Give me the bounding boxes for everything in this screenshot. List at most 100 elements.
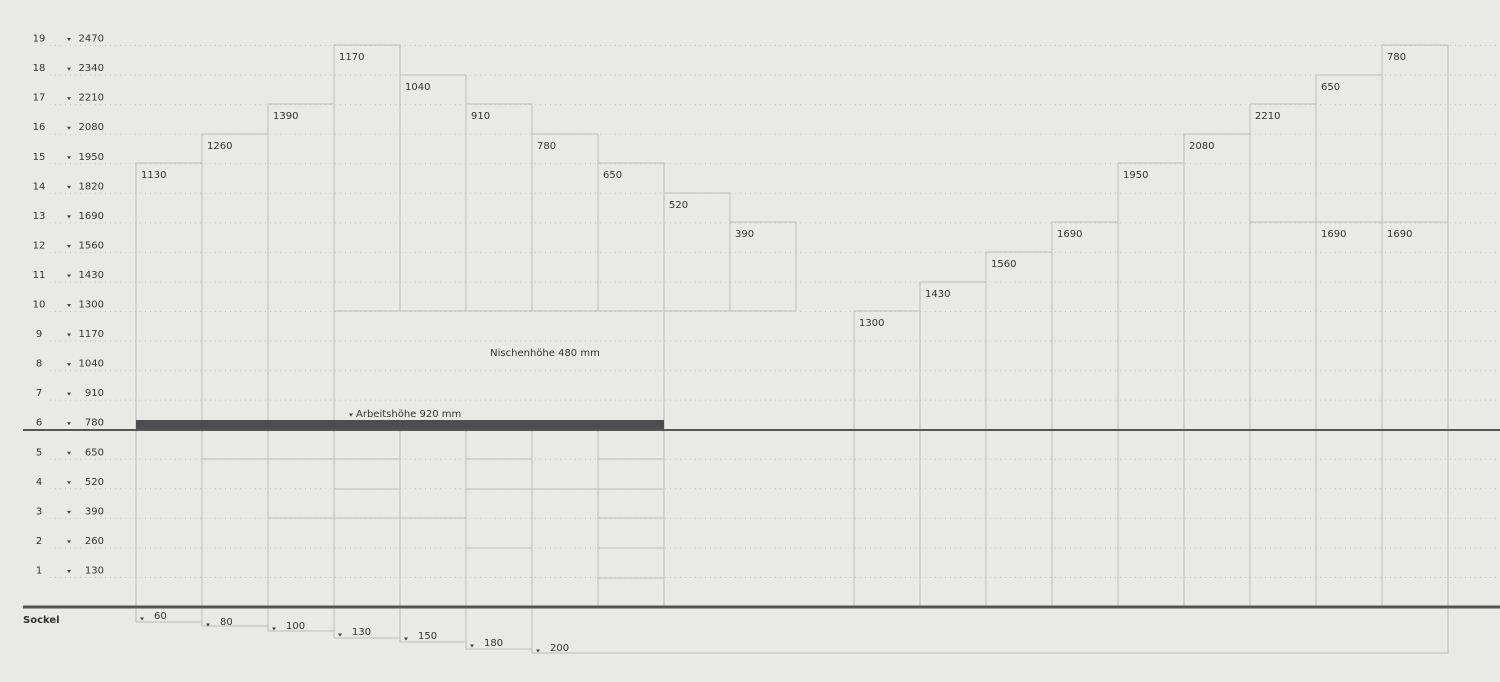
row-height: 780 bbox=[85, 418, 104, 429]
cabinet-height: 1390 bbox=[273, 111, 298, 122]
row-number: 15 bbox=[33, 152, 46, 163]
cabinet bbox=[729, 221, 797, 312]
marker bbox=[67, 333, 71, 337]
row-number: 16 bbox=[33, 122, 46, 133]
cabinet bbox=[399, 74, 467, 312]
worktop-label: Arbeitshöhe 920 mm bbox=[356, 409, 461, 420]
cabinet bbox=[1051, 221, 1119, 608]
sockel-height: 150 bbox=[418, 631, 437, 642]
cabinet-height: 1040 bbox=[405, 82, 430, 93]
marker bbox=[140, 617, 144, 621]
cabinet bbox=[1381, 44, 1449, 608]
marker bbox=[67, 540, 71, 544]
cabinet-height: 390 bbox=[735, 229, 754, 240]
cabinet-height: 780 bbox=[537, 141, 556, 152]
cabinet bbox=[597, 162, 665, 312]
cabinet bbox=[465, 429, 533, 650]
marker bbox=[67, 126, 71, 130]
marker bbox=[67, 304, 71, 307]
marker bbox=[67, 38, 71, 42]
cabinet-height: 1130 bbox=[141, 170, 166, 181]
marker bbox=[67, 569, 71, 573]
row-number: 12 bbox=[33, 240, 46, 251]
row-height: 390 bbox=[85, 506, 104, 517]
row-height: 1040 bbox=[79, 359, 104, 370]
cabinet-height: 1560 bbox=[991, 259, 1016, 270]
marker bbox=[67, 215, 71, 219]
row-height: 1300 bbox=[79, 300, 104, 311]
cabinet-height: 780 bbox=[1387, 52, 1406, 63]
row-height: 260 bbox=[85, 536, 104, 547]
row-number: 1 bbox=[36, 565, 42, 576]
cabinet-height: 650 bbox=[1321, 82, 1340, 93]
marker bbox=[67, 451, 71, 455]
cabinet bbox=[333, 44, 401, 312]
cabinet-height: 1690 bbox=[1387, 229, 1412, 240]
marker bbox=[404, 637, 408, 641]
marker bbox=[67, 97, 71, 101]
cabinet bbox=[531, 429, 1449, 654]
marker bbox=[338, 633, 342, 637]
marker bbox=[67, 185, 71, 189]
cabinet-height: 1690 bbox=[1321, 229, 1346, 240]
row-number: 9 bbox=[36, 329, 42, 340]
row-height: 1560 bbox=[79, 240, 104, 251]
row-number: 18 bbox=[33, 63, 46, 74]
row-number: 8 bbox=[36, 359, 42, 370]
row-number: 10 bbox=[33, 300, 46, 311]
marker bbox=[67, 156, 71, 160]
marker bbox=[206, 623, 210, 627]
cabinet bbox=[267, 429, 335, 632]
marker bbox=[470, 644, 474, 648]
row-height: 2340 bbox=[79, 63, 104, 74]
row-height: 520 bbox=[85, 477, 104, 488]
row-number: 7 bbox=[36, 388, 42, 399]
cabinet bbox=[1249, 103, 1317, 608]
cabinet-height: 1300 bbox=[859, 318, 884, 329]
sockel-height: 130 bbox=[352, 627, 371, 638]
marker bbox=[67, 67, 71, 71]
row-height: 130 bbox=[85, 565, 104, 576]
cabinet-height: 2210 bbox=[1255, 111, 1280, 122]
cabinet-height: 1430 bbox=[925, 289, 950, 300]
sockel-label: Sockel bbox=[23, 615, 60, 626]
marker bbox=[67, 274, 71, 278]
cabinet-height: 1170 bbox=[339, 52, 364, 63]
cabinet-height: 1950 bbox=[1123, 170, 1148, 181]
marker bbox=[67, 481, 71, 485]
sockel-height: 100 bbox=[286, 621, 305, 632]
marker bbox=[67, 363, 71, 367]
row-number: 4 bbox=[36, 477, 42, 488]
cabinet-height: 2080 bbox=[1189, 141, 1214, 152]
row-number: 2 bbox=[36, 536, 42, 547]
marker bbox=[272, 627, 276, 631]
row-number: 17 bbox=[33, 93, 46, 104]
cabinet bbox=[267, 103, 335, 431]
row-number: 13 bbox=[33, 211, 46, 222]
row-number: 14 bbox=[33, 181, 46, 192]
row-height: 1170 bbox=[79, 329, 104, 340]
row-height: 2080 bbox=[79, 122, 104, 133]
marker bbox=[349, 413, 353, 417]
cabinet bbox=[919, 281, 987, 608]
row-height: 1820 bbox=[79, 181, 104, 192]
sockel-height: 60 bbox=[154, 611, 167, 622]
row-height: 910 bbox=[85, 388, 104, 399]
cabinet bbox=[1117, 162, 1185, 608]
cabinet-height: 910 bbox=[471, 111, 490, 122]
cabinet bbox=[399, 429, 467, 643]
sockel-height: 80 bbox=[220, 617, 233, 628]
marker bbox=[67, 422, 71, 426]
row-height: 1690 bbox=[79, 211, 104, 222]
cabinet bbox=[135, 162, 203, 431]
cabinet-height: 1260 bbox=[207, 141, 232, 152]
sockel-height: 180 bbox=[484, 638, 503, 649]
row-number: 19 bbox=[33, 34, 46, 45]
row-height: 650 bbox=[85, 447, 104, 458]
row-height: 2210 bbox=[79, 93, 104, 104]
cabinet-height: 650 bbox=[603, 170, 622, 181]
cabinet-height: 1690 bbox=[1057, 229, 1082, 240]
sockel-height: 200 bbox=[550, 643, 569, 654]
row-number: 3 bbox=[36, 506, 42, 517]
